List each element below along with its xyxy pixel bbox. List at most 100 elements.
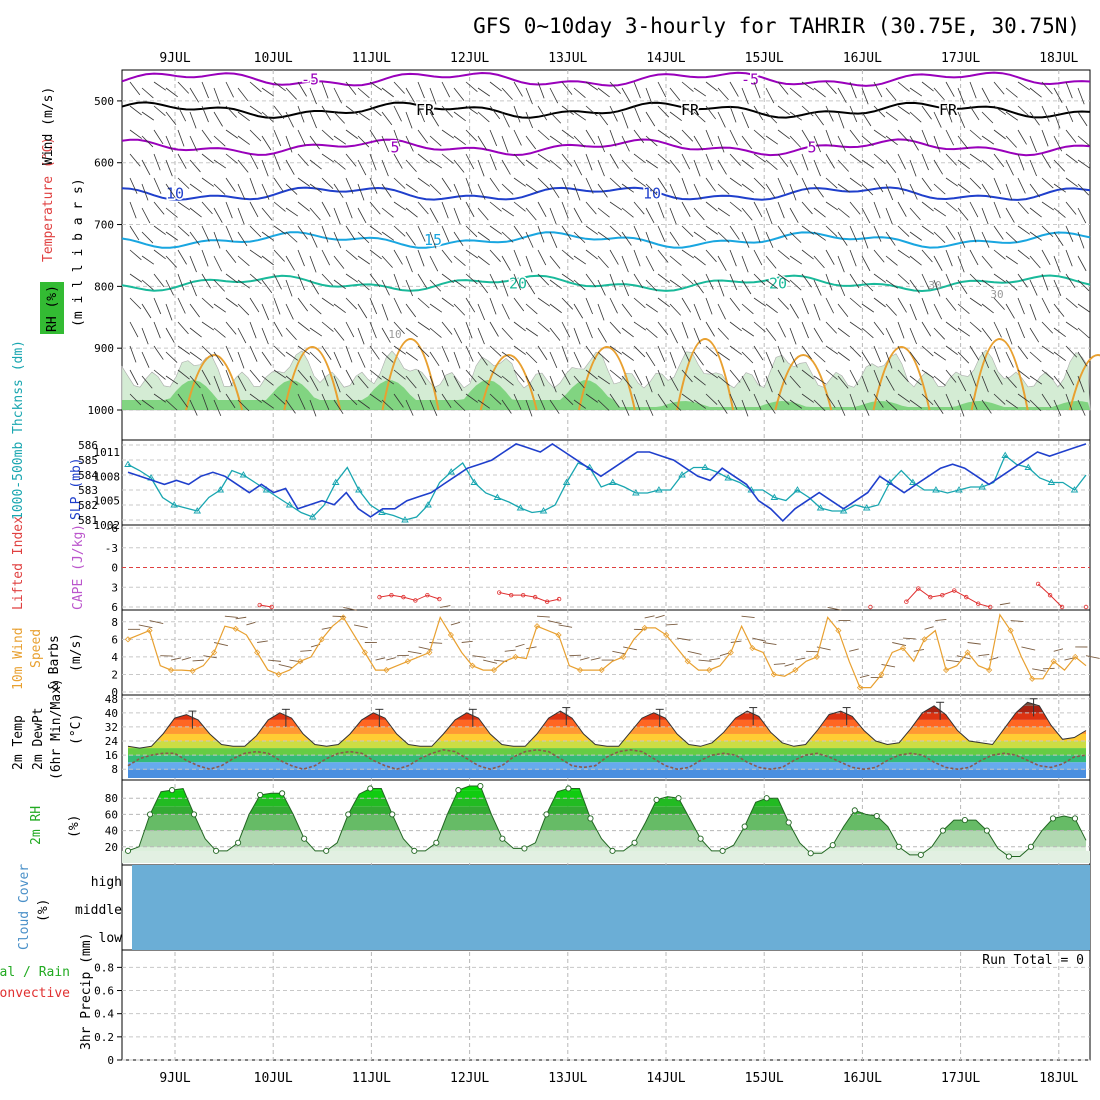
wind-barb (489, 129, 498, 147)
wind-barb (549, 351, 558, 369)
li-line (379, 594, 440, 601)
wind-barb (273, 201, 286, 212)
wind-barb (453, 87, 465, 101)
wind-barb (141, 135, 154, 148)
wind-barb (1053, 135, 1063, 152)
wind-barb (489, 81, 502, 92)
thickness-point (355, 486, 363, 493)
wind-barb (525, 135, 537, 150)
wind-barb (849, 153, 862, 164)
wind-barb (189, 375, 201, 389)
chart-title: GFS 0~10day 3-hourly for TAHRIR (30.75E,… (473, 14, 1080, 38)
isotherm-30-plume (1068, 354, 1100, 411)
wind-barb (1041, 369, 1054, 380)
li-tick-label: 3 (111, 581, 118, 594)
cape-plot (257, 581, 1089, 610)
wind-barb (453, 303, 466, 316)
rh-contour-label: 30 (928, 279, 941, 292)
wind-barb (261, 231, 274, 241)
wind-barb (573, 87, 586, 98)
wind-barb (513, 249, 521, 267)
wind-barb (777, 369, 787, 385)
cloud-low-label: low (99, 931, 123, 946)
wind-barb (309, 87, 317, 105)
wind-barb (669, 159, 681, 173)
isotherm-label: 10 (166, 185, 184, 203)
wind-barb (981, 231, 990, 248)
wind-barb (585, 153, 593, 171)
wind-barb (393, 153, 403, 169)
wind-barb (873, 273, 886, 283)
wind-barb (1053, 111, 1061, 129)
rh-point (411, 847, 418, 854)
rh-point (124, 847, 132, 854)
wind-barb (753, 321, 766, 333)
wind-barb (381, 279, 390, 296)
wind-barb (993, 369, 1003, 385)
wind-barb (249, 321, 257, 339)
wind-barb (981, 111, 994, 124)
wind-barb (801, 273, 812, 288)
wind-barb (765, 399, 776, 414)
wind-barb (417, 225, 426, 242)
wind-barb (513, 369, 525, 383)
wind-barb (165, 351, 178, 363)
wind-barb (1065, 177, 1078, 187)
thickness-tick-label: 582 (78, 499, 98, 512)
wind-barb (249, 273, 262, 285)
precip-tick-label: 0.8 (94, 961, 114, 974)
wind-barb (357, 255, 371, 265)
wind-barb (477, 87, 491, 97)
wind-barb (825, 345, 839, 355)
wind-barb (957, 231, 966, 248)
wind-barb (813, 303, 821, 321)
wind-barb (741, 183, 754, 193)
wind-barb (921, 273, 930, 290)
wind10m-barb (149, 620, 164, 624)
wind10m-barb (752, 637, 767, 642)
wind-barb (129, 297, 142, 310)
wind-barb (453, 327, 463, 344)
wind-barb (993, 201, 1001, 219)
wind-barb (501, 207, 515, 217)
wind10m-barb (343, 606, 358, 611)
wind-barb (165, 255, 177, 268)
cloud-middle-label: middle (75, 903, 122, 918)
li-point (425, 592, 430, 598)
wind-barb (501, 231, 514, 243)
wind-barb (825, 129, 833, 147)
wind-barb (489, 345, 502, 357)
wind-barb (165, 399, 178, 411)
wind-barb (705, 369, 719, 379)
rh-point (631, 839, 638, 846)
wind-barb (513, 393, 522, 410)
wind-barb (321, 153, 335, 163)
wind-barb (129, 345, 137, 363)
wind-barb (177, 297, 186, 314)
rh-point (367, 785, 374, 792)
wind-barb (561, 129, 574, 140)
wind-barb (285, 135, 293, 153)
wind-barb (933, 327, 946, 340)
wind-barb (429, 399, 438, 416)
wind-barb (993, 297, 1005, 310)
wind-speed-point (899, 645, 907, 652)
wind-barb (849, 297, 862, 309)
y-tick-labels: 5006007008009001000586585584583582581101… (78, 95, 122, 1067)
wind-barb (249, 249, 263, 259)
wind-barb (921, 249, 933, 263)
wind-barb (645, 159, 659, 169)
wind-barb (261, 87, 275, 97)
wind-speed-point (490, 666, 498, 674)
wind-barb (933, 135, 941, 153)
wind-barb (1065, 249, 1073, 267)
wind-barb (525, 255, 533, 273)
rh-point (983, 827, 990, 834)
wind10m-barb (612, 650, 627, 655)
wind-barb (429, 279, 442, 292)
date-label-bottom: 12JUL (450, 1071, 489, 1086)
wind-barb (909, 111, 922, 123)
wind-barb (561, 225, 572, 240)
wind-barb (657, 369, 665, 387)
